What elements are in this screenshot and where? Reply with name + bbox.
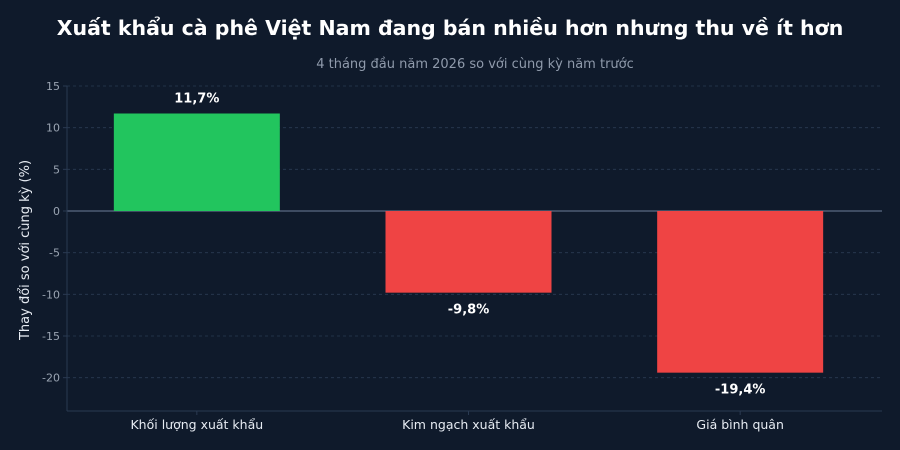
chart-subtitle: 4 tháng đầu năm 2026 so với cùng kỳ năm …: [316, 57, 634, 72]
bar-layer: [113, 113, 824, 373]
y-tick-label: -15: [42, 330, 60, 343]
x-tick-label: Kim ngạch xuất khẩu: [402, 417, 535, 432]
bar-value-label: 11,7%: [174, 92, 219, 107]
bar: [385, 211, 552, 293]
bar-value-label: -19,4%: [715, 383, 766, 398]
y-axis-label: Thay đổi so với cùng kỳ (%): [18, 160, 33, 341]
x-tick-label: Giá bình quân: [696, 417, 783, 432]
bar-value-label: -9,8%: [448, 303, 489, 318]
y-tick-label: -10: [42, 288, 60, 301]
y-tick-label: 5: [53, 163, 60, 176]
bar: [113, 113, 280, 211]
y-tick-label: 15: [46, 80, 60, 93]
chart-title: Xuất khẩu cà phê Việt Nam đang bán nhiều…: [56, 16, 844, 40]
x-tick-label: Khối lượng xuất khẩu: [130, 417, 263, 432]
y-tick-label: 0: [53, 205, 60, 218]
axis-layer: 15 10 5 0 -5 -10 -15 -20: [42, 80, 882, 415]
y-tick-label: 10: [46, 122, 60, 135]
y-tick-label: -20: [42, 372, 60, 385]
y-tick-label: -5: [49, 247, 60, 260]
bar: [657, 211, 824, 373]
label-layer: 11,7% Khối lượng xuất khẩu -9,8% Kim ngạch …: [130, 92, 783, 433]
